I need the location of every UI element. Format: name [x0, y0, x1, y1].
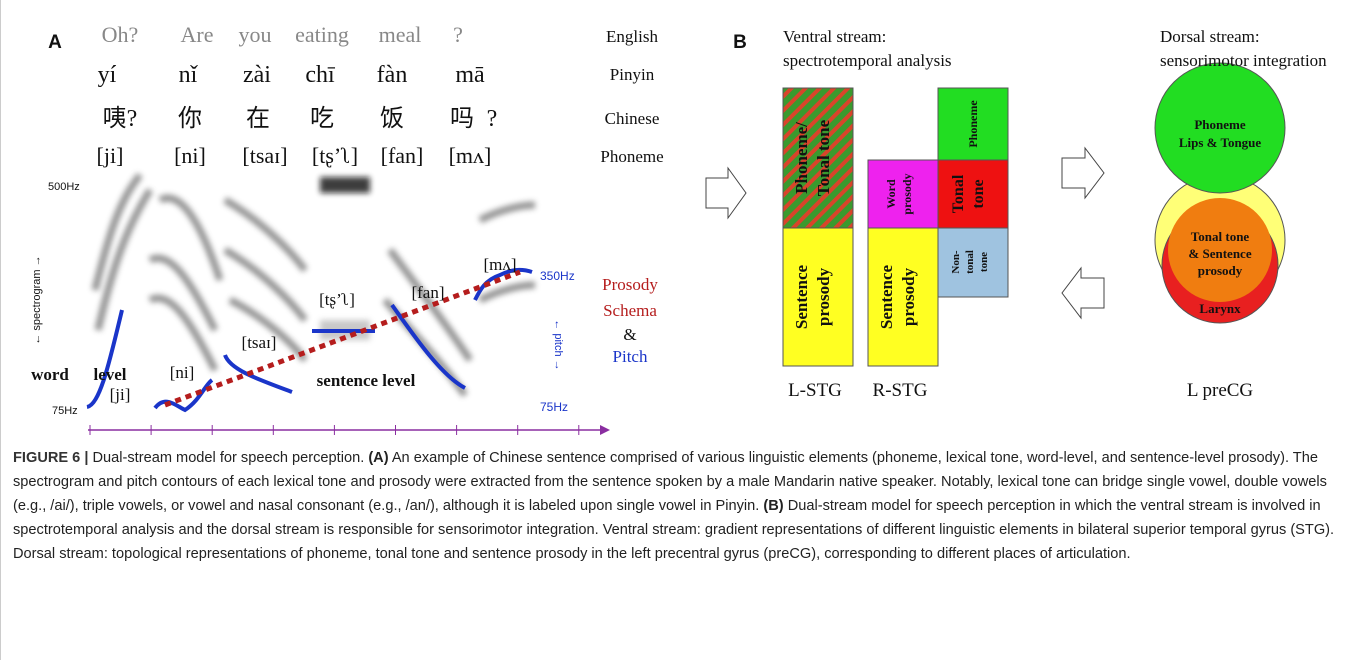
annotation: level — [93, 365, 126, 384]
chinese: 饭 — [380, 105, 404, 132]
english-word: Oh? — [102, 22, 139, 47]
english-word: eating — [295, 22, 349, 47]
english-word: meal — [379, 22, 422, 47]
pinyin: yí — [98, 62, 117, 88]
caption-text: (B) — [763, 498, 783, 514]
legend-item: Prosody — [602, 275, 658, 294]
phoneme: [mʌ] — [449, 143, 492, 168]
region-label: L-STG — [788, 380, 842, 401]
box-text: Sentence — [792, 264, 811, 329]
caption-text: (A) — [368, 450, 388, 466]
stream-title: Ventral stream: — [783, 27, 886, 46]
annotation: [mʌ] — [483, 255, 516, 274]
box-text: prosody — [899, 267, 918, 326]
annotation: [tʂ’ʅ] — [319, 290, 355, 309]
english-word: you — [239, 22, 272, 47]
circle-text: Lips & Tongue — [1179, 135, 1262, 150]
annotation: [ji] — [110, 385, 131, 404]
spectrogram — [95, 175, 535, 395]
chinese: ? — [487, 106, 498, 132]
box-text: tone — [978, 252, 990, 272]
box-text: Phoneme — [966, 100, 980, 148]
pinyin: nǐ — [179, 62, 199, 88]
axis-label: ← spectrogram → — [31, 255, 43, 344]
phoneme: [tsaɪ] — [242, 143, 287, 168]
box-text: tone — [970, 179, 987, 208]
box-text: prosody — [900, 173, 914, 214]
stream-title: Dorsal stream: — [1160, 27, 1260, 46]
chinese: 吃 — [310, 105, 334, 132]
caption-text: FIGURE 6 | — [13, 450, 88, 466]
figure: 05001000150020002500300035004000ms AOh?A… — [0, 0, 1355, 438]
axis-label: ← pitch → — [552, 319, 564, 370]
box-text: Sentence — [877, 264, 896, 329]
circle-text: Larynx — [1199, 301, 1241, 316]
region-label: L preCG — [1187, 380, 1254, 401]
phoneme: [ni] — [174, 143, 206, 168]
box-text: prosody — [814, 267, 833, 326]
circle-text: Tonal tone — [1191, 229, 1250, 244]
phoneme: [ji] — [97, 143, 124, 168]
stream-title: spectrotemporal analysis — [783, 51, 952, 70]
chinese: 吗 — [450, 106, 474, 132]
box-text: Non- — [950, 250, 962, 274]
circle-text: Phoneme — [1194, 117, 1246, 132]
circle-text: prosody — [1198, 263, 1243, 278]
region-label: R-STG — [873, 380, 928, 401]
phoneme: [fan] — [381, 143, 424, 168]
annotation: [ni] — [170, 363, 195, 382]
caption-text: Dual-stream model for speech perception. — [88, 450, 368, 466]
phoneme: [tʂ’ʅ] — [312, 143, 358, 168]
caption: FIGURE 6 | Dual-stream model for speech … — [0, 438, 1338, 660]
annotation: [tsaɪ] — [242, 333, 277, 352]
stream-title: sensorimotor integration — [1160, 51, 1327, 70]
chinese: 咦? — [103, 105, 138, 132]
panel-label: B — [733, 32, 747, 53]
box-text: Tonal — [950, 174, 967, 213]
panel-label: A — [48, 32, 62, 53]
row-label: Pinyin — [610, 65, 655, 84]
annotation: sentence level — [317, 371, 416, 390]
annotation: [fan] — [411, 283, 444, 302]
pinyin: zài — [243, 62, 271, 88]
row-label: Chinese — [605, 109, 660, 128]
legend-item: Schema — [603, 301, 657, 320]
box-text: Word — [884, 179, 898, 209]
english-word: ? — [453, 22, 463, 47]
pitch-label: 350Hz — [540, 269, 575, 283]
chinese: 在 — [246, 105, 270, 132]
legend-item: Pitch — [613, 347, 648, 366]
row-label: English — [606, 27, 658, 46]
english-word: Are — [181, 22, 214, 47]
box-text: tonal — [964, 250, 976, 274]
annotation: word — [31, 365, 69, 384]
page: 05001000150020002500300035004000ms AOh?A… — [0, 0, 1355, 662]
pinyin: fàn — [377, 62, 408, 88]
box-text: Phoneme/ — [792, 122, 811, 194]
pitch-label: 75Hz — [540, 400, 568, 414]
row-label: Phoneme — [600, 147, 663, 166]
chinese: 你 — [178, 105, 202, 132]
pinyin: mā — [455, 62, 485, 88]
freq-label: 500Hz — [48, 181, 80, 193]
box-text: Tonal tone — [814, 119, 833, 196]
circle-text: & Sentence — [1188, 246, 1251, 261]
pinyin: chī — [305, 62, 336, 88]
legend-item: & — [623, 325, 636, 344]
freq-label: 75Hz — [52, 405, 78, 417]
